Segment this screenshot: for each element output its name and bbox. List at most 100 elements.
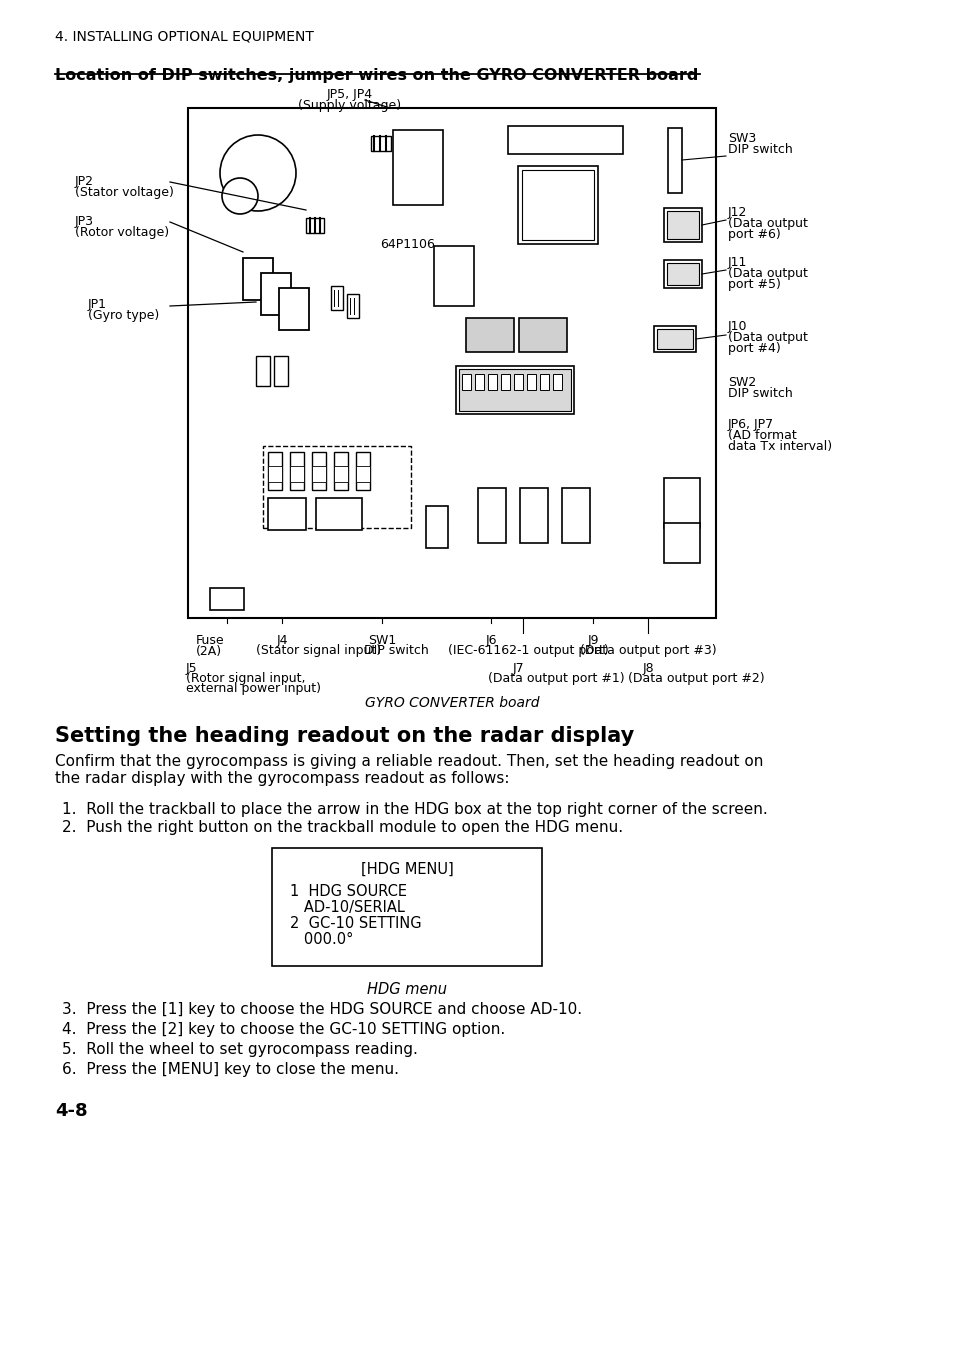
Text: JP6, JP7: JP6, JP7 [727,418,773,431]
Bar [514,374,522,390]
Bar [539,374,548,390]
Text: external power input): external power input) [186,682,320,695]
Bar [268,498,306,531]
Bar [507,126,622,154]
Bar [521,170,594,240]
Text: (Supply voltage): (Supply voltage) [298,99,401,112]
Circle shape [220,135,295,211]
Text: (Data output: (Data output [727,267,807,279]
Bar [663,261,701,288]
Text: (Stator signal input): (Stator signal input) [255,644,381,657]
Text: J4: J4 [276,634,288,647]
Bar [312,452,326,490]
Text: (Rotor voltage): (Rotor voltage) [75,225,169,239]
Text: port #4): port #4) [727,342,780,355]
Bar [306,217,324,234]
Text: AD-10/SERIAL: AD-10/SERIAL [290,900,404,915]
Bar [654,325,696,352]
Bar [261,273,291,315]
Bar [272,848,541,967]
Bar [456,366,574,414]
Bar [255,356,270,386]
Circle shape [222,178,257,215]
Bar [278,288,309,329]
Text: 4. INSTALLING OPTIONAL EQUIPMENT: 4. INSTALLING OPTIONAL EQUIPMENT [55,30,314,45]
Bar [290,466,304,482]
Bar [465,319,514,352]
Text: J7: J7 [513,662,524,675]
Bar [458,369,571,410]
Bar [663,522,700,563]
Text: (Data output: (Data output [727,331,807,344]
Bar [243,258,273,300]
Text: 1.  Roll the trackball to place the arrow in the HDG box at the top right corner: 1. Roll the trackball to place the arrow… [62,802,767,817]
Text: (AD format: (AD format [727,429,796,441]
Text: Fuse: Fuse [195,634,224,647]
Text: J5: J5 [186,662,197,675]
Text: GYRO CONVERTER board: GYRO CONVERTER board [364,697,538,710]
Text: port #5): port #5) [727,278,781,292]
Text: J8: J8 [642,662,654,675]
Bar [355,452,370,490]
Text: J12: J12 [727,207,746,219]
Bar [663,208,701,242]
Bar [477,487,505,543]
Text: (Rotor signal input,: (Rotor signal input, [186,672,305,684]
Text: DIP switch: DIP switch [727,387,792,400]
Bar [526,374,536,390]
Bar [290,452,304,490]
Text: 3.  Press the [1] key to choose the HDG SOURCE and choose AD-10.: 3. Press the [1] key to choose the HDG S… [62,1002,581,1017]
Bar [488,374,497,390]
Text: JP1: JP1 [88,298,107,311]
Bar [334,452,348,490]
Bar [426,506,448,548]
Text: Location of DIP switches, jumper wires on the GYRO CONVERTER board: Location of DIP switches, jumper wires o… [55,68,698,82]
Text: (IEC-61162-1 output port): (IEC-61162-1 output port) [448,644,608,657]
Text: Confirm that the gyrocompass is giving a reliable readout. Then, set the heading: Confirm that the gyrocompass is giving a… [55,755,762,770]
Bar [312,466,326,482]
Text: (Data output port #1): (Data output port #1) [488,672,624,684]
Bar [371,136,391,151]
Bar [210,589,244,610]
Text: (Stator voltage): (Stator voltage) [75,186,173,198]
Bar [518,319,566,352]
Bar [519,487,547,543]
Text: DIP switch: DIP switch [364,644,428,657]
Text: (Data output port #3): (Data output port #3) [579,644,716,657]
Text: the radar display with the gyrocompass readout as follows:: the radar display with the gyrocompass r… [55,771,509,786]
Text: port #6): port #6) [727,228,780,242]
Text: Setting the heading readout on the radar display: Setting the heading readout on the radar… [55,726,634,747]
Text: 1  HDG SOURCE: 1 HDG SOURCE [290,884,407,899]
Bar [461,374,471,390]
Text: SW3: SW3 [727,132,756,144]
Bar [347,294,358,319]
Text: data Tx interval): data Tx interval) [727,440,831,454]
Bar [188,108,716,618]
Bar [500,374,510,390]
Text: JP5, JP4: JP5, JP4 [327,88,373,101]
Text: 000.0°: 000.0° [290,931,353,946]
Bar [355,466,370,482]
Bar [434,246,474,306]
Text: 6.  Press the [MENU] key to close the menu.: 6. Press the [MENU] key to close the men… [62,1062,398,1077]
Text: HDG menu: HDG menu [367,981,447,998]
Bar [657,329,692,350]
Text: (2A): (2A) [195,645,222,657]
Bar [666,263,699,285]
Text: JP2: JP2 [75,176,94,188]
Bar [553,374,561,390]
Text: DIP switch: DIP switch [727,143,792,157]
Text: (Data output: (Data output [727,217,807,230]
Bar [274,356,288,386]
Bar [561,487,589,543]
Text: 4-8: 4-8 [55,1102,88,1120]
Bar [475,374,483,390]
Bar [393,130,442,205]
Bar [666,211,699,239]
Text: 2.  Push the right button on the trackball module to open the HDG menu.: 2. Push the right button on the trackbal… [62,819,622,836]
Text: 2  GC-10 SETTING: 2 GC-10 SETTING [290,917,421,932]
Bar [663,478,700,528]
Text: (Gyro type): (Gyro type) [88,309,159,323]
Bar [667,128,681,193]
Text: J9: J9 [587,634,598,647]
